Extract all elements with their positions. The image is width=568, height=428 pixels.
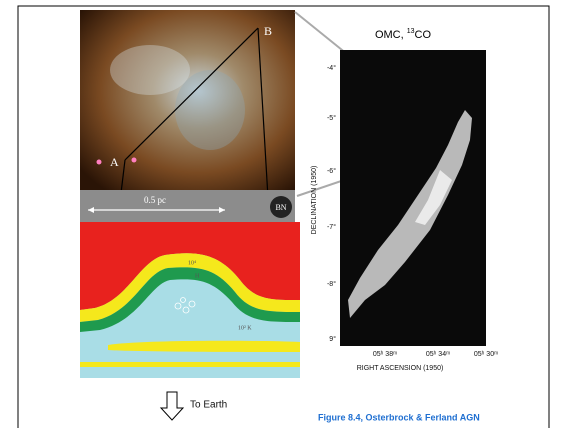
caption: Figure 8.4, Osterbrock & Ferland AGN xyxy=(318,412,480,422)
map-title-suffix: CO xyxy=(415,29,432,41)
layer-label: H xyxy=(195,273,200,279)
map-title: OMC, 13CO xyxy=(375,28,432,41)
y-tick-label: -5° xyxy=(327,114,336,122)
y-tick-label: -6° xyxy=(327,167,336,175)
nebula-glow xyxy=(175,70,245,150)
layer-label: 10⁴ xyxy=(188,260,196,266)
star xyxy=(132,158,137,163)
y-tick-label: -7° xyxy=(327,223,336,231)
y-tick-label: -8° xyxy=(327,280,336,288)
y-ticks: -4° -5° -6° -7° -8° 9° xyxy=(327,64,336,343)
label-a: A xyxy=(110,155,119,169)
bn-label: BN xyxy=(275,203,286,212)
down-arrow xyxy=(161,392,183,420)
x-tick-label: 05ʰ 34ᵐ xyxy=(426,351,450,358)
x-tick-label: 05ʰ 38ᵐ xyxy=(373,351,397,358)
slide-canvas: A B 0.5 pc BN 10⁴ H 10² K OMC, 13CO -4° … xyxy=(0,0,568,428)
label-b: B xyxy=(264,24,272,38)
slide: A B 0.5 pc BN 10⁴ H 10² K OMC, 13CO -4° … xyxy=(0,0,568,428)
x-tick-label: 05ʰ 30ᵐ xyxy=(474,351,498,358)
layer-label: 10² K xyxy=(238,325,252,331)
y-tick-label: -4° xyxy=(327,64,336,72)
star xyxy=(97,160,102,165)
scale-band xyxy=(80,190,295,222)
map-title-prefix: OMC, xyxy=(375,29,407,41)
y-axis-label: DECLINATION (1950) xyxy=(311,166,318,235)
bottom-yellow-band xyxy=(80,362,300,367)
y-tick-label: 9° xyxy=(329,335,336,343)
map-title-sup: 13 xyxy=(407,28,415,35)
x-axis-label: RIGHT ASCENSION (1950) xyxy=(357,365,444,372)
nebula-glow xyxy=(110,45,190,95)
scale-label: 0.5 pc xyxy=(144,195,166,205)
arrow-label: To Earth xyxy=(190,400,227,411)
x-ticks: 05ʰ 38ᵐ 05ʰ 34ᵐ 05ʰ 30ᵐ xyxy=(373,351,498,358)
